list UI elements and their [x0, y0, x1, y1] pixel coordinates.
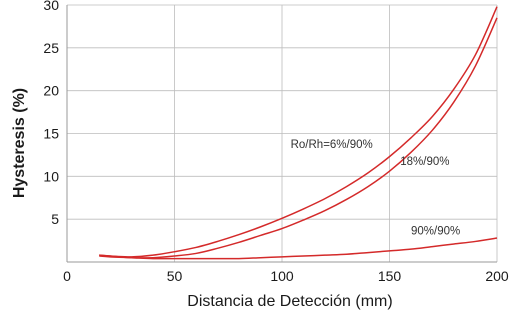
series-line	[99, 17, 498, 259]
y-axis-title: Hysteresis (%)	[11, 88, 28, 198]
x-tick-label: 200	[485, 268, 509, 284]
grid-layer	[67, 4, 498, 262]
x-tick-label: 50	[167, 268, 183, 284]
y-tick-label: 5	[51, 211, 59, 227]
series-line	[99, 6, 498, 258]
y-tick-label: 10	[43, 168, 59, 184]
y-tick-label: 25	[43, 40, 59, 56]
label-layer: 0 50 100 150 200 5 10 15 20 25 30 Ro/Rh=6%/90% 18%/9…	[43, 0, 508, 284]
y-tick-label: 15	[43, 126, 59, 142]
series-layer	[99, 6, 498, 260]
y-tick-label: 20	[43, 83, 59, 99]
axes-layer	[66, 5, 497, 263]
series-label: 90%/90%	[411, 226, 460, 238]
x-tick-label: 150	[378, 268, 402, 284]
x-tick-label: 0	[63, 268, 71, 284]
series-label: Ro/Rh=6%/90%	[291, 139, 373, 151]
series-label: 18%/90%	[400, 156, 449, 168]
x-tick-label: 100	[270, 268, 294, 284]
x-axis-title: Distancia de Detección (mm)	[187, 293, 392, 310]
y-tick-label: 30	[43, 0, 59, 13]
series-line	[99, 237, 498, 260]
